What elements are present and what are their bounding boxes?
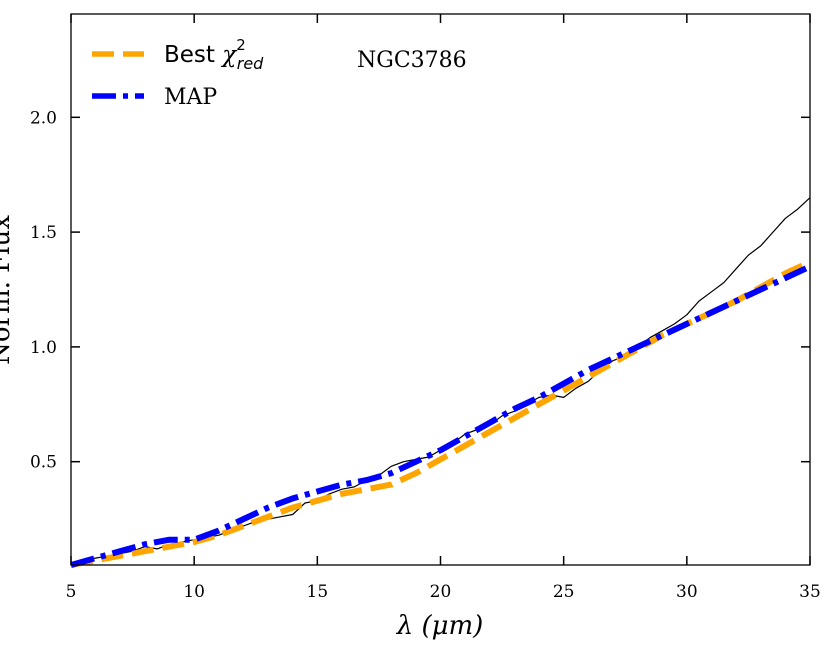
- legend: Best χ2 red MAP: [92, 36, 264, 110]
- tick-layer: 5 10 15 20 25 30 35 0.5 1.0 1.5 2.0: [30, 14, 821, 602]
- object-annotation: NGC3786: [357, 48, 467, 73]
- plot-area: [71, 14, 810, 565]
- x-tick-label-5: 5: [66, 582, 77, 602]
- x-tick-label-30: 30: [676, 582, 698, 602]
- x-tick-label-10: 10: [183, 582, 205, 602]
- y-tick-label-2: 2.0: [30, 108, 57, 128]
- legend-label-best-chi2: Best χ2 red: [164, 36, 264, 73]
- series-layer: [70, 197, 812, 568]
- x-tick-label-15: 15: [307, 582, 329, 602]
- x-tick-label-20: 20: [430, 582, 452, 602]
- y-axis-title: Norm. Flux: [0, 215, 16, 365]
- series-map-line: [70, 263, 812, 568]
- x-axis-title: λ (μm): [396, 611, 484, 641]
- x-tick-label-25: 25: [553, 582, 575, 602]
- y-tick-label-0.5: 0.5: [30, 453, 57, 473]
- y-tick-label-1: 1.0: [30, 338, 57, 358]
- y-tick-label-1.5: 1.5: [30, 223, 57, 243]
- legend-label-map: MAP: [164, 85, 217, 110]
- x-tick-label-35: 35: [799, 582, 821, 602]
